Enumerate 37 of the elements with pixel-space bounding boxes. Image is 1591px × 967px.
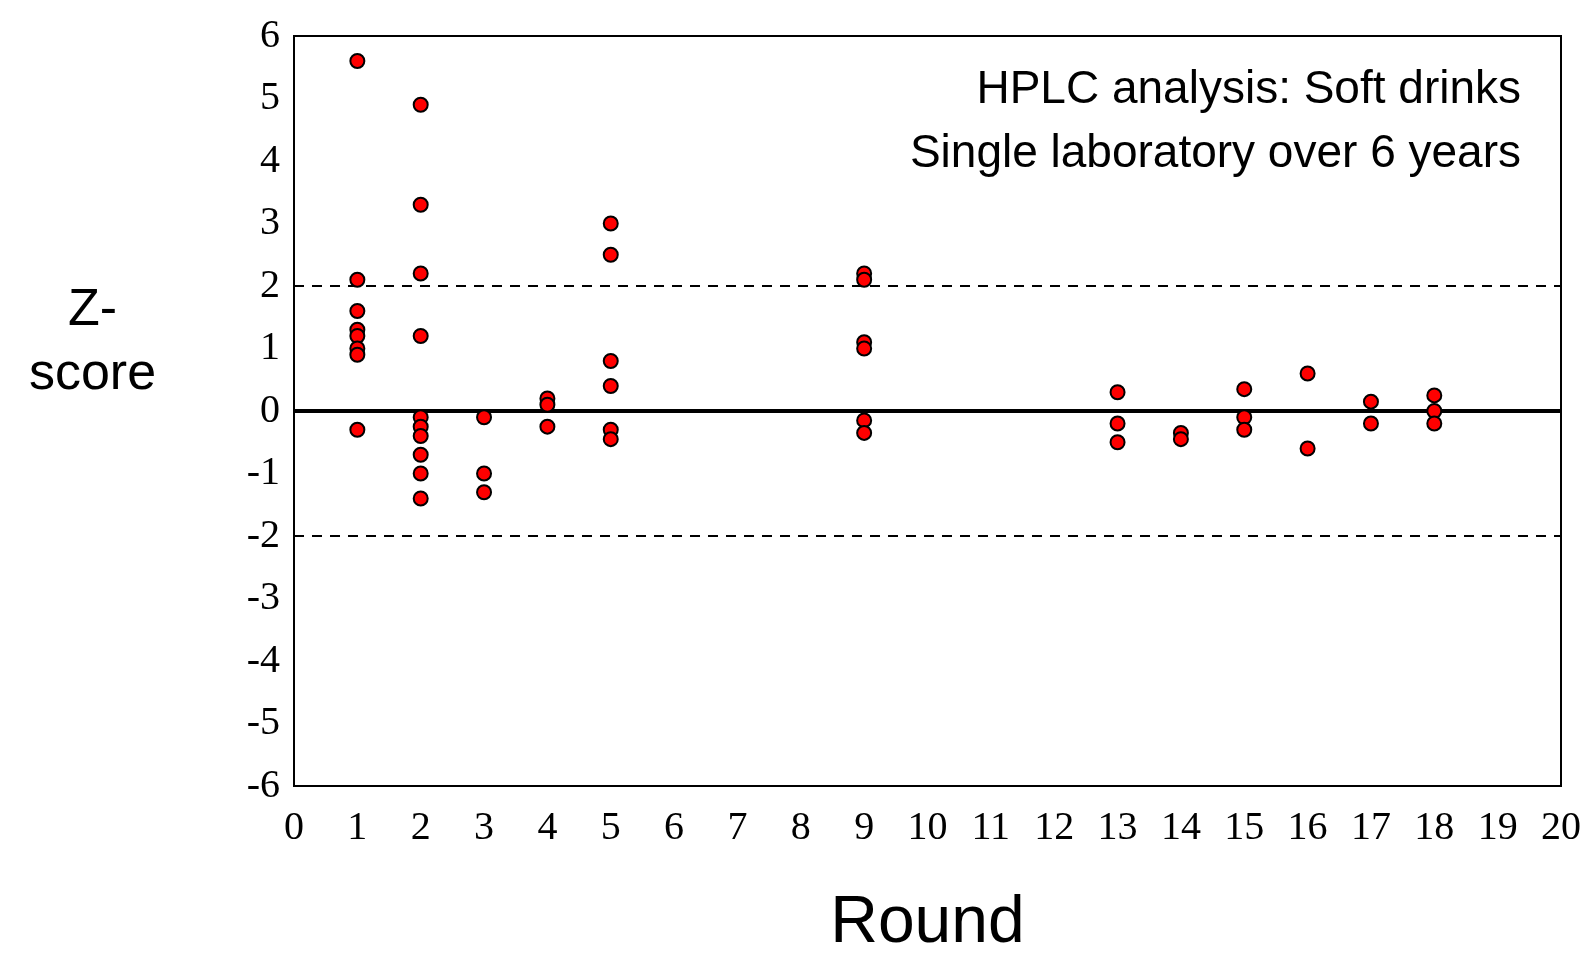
x-tick-label: 18 xyxy=(1414,802,1455,848)
x-tick-label: 8 xyxy=(790,802,811,848)
y-tick-label: 6 xyxy=(260,10,280,56)
y-tick-label: 1 xyxy=(260,323,280,368)
x-tick-label: 13 xyxy=(1097,802,1138,848)
y-tick-label: 0 xyxy=(260,385,280,431)
y-axis-title: Z- score xyxy=(27,277,158,402)
y-tick-label: -6 xyxy=(246,760,280,806)
x-tick-label: 3 xyxy=(474,802,495,848)
y-tick-label: 4 xyxy=(260,135,280,181)
x-tick-label: 12 xyxy=(1034,802,1075,848)
x-tick-label: 16 xyxy=(1287,802,1328,848)
y-tick-label: 2 xyxy=(260,260,280,306)
x-tick-label: 14 xyxy=(1160,802,1201,848)
y-tick-label: 5 xyxy=(260,73,280,118)
x-tick-label: 10 xyxy=(907,802,948,848)
x-tick-label: 15 xyxy=(1224,802,1265,848)
y-tick-label: -5 xyxy=(246,698,280,743)
y-tick-label: -2 xyxy=(246,510,280,556)
x-tick-label: 19 xyxy=(1477,802,1518,848)
x-tick-label: 2 xyxy=(410,802,431,848)
x-tick-label: 5 xyxy=(600,802,621,848)
y-tick-label: -1 xyxy=(246,448,280,493)
annotation: HPLC analysis: Soft drinks xyxy=(976,60,1521,113)
y-tick-label: -4 xyxy=(246,635,280,681)
x-tick-label: 20 xyxy=(1541,802,1581,848)
x-tick-label: 6 xyxy=(664,802,685,848)
x-tick-label: 4 xyxy=(537,802,558,848)
y-tick-label: -3 xyxy=(246,573,280,618)
annotation: Single laboratory over 6 years xyxy=(909,124,1521,177)
x-tick-label: 9 xyxy=(854,802,875,848)
x-tick-label: 11 xyxy=(971,802,1011,848)
x-tick-label: 17 xyxy=(1350,802,1391,848)
x-axis-title: Round xyxy=(830,881,1025,956)
x-tick-label: 1 xyxy=(347,802,368,848)
y-tick-label: 3 xyxy=(260,198,280,243)
x-tick-label: 7 xyxy=(727,802,748,848)
